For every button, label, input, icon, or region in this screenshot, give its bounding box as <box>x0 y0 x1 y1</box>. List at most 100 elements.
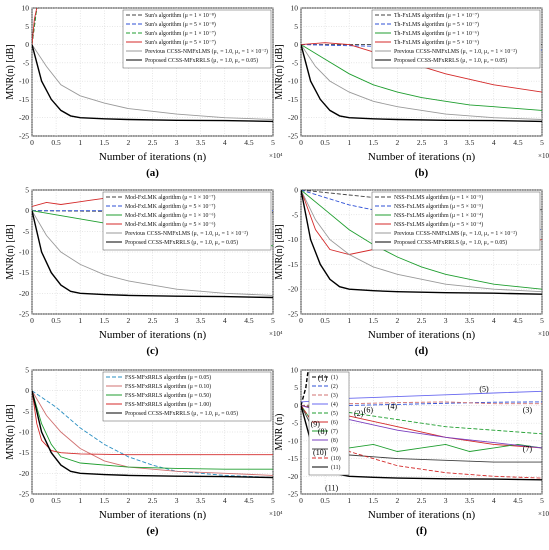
y-axis-label: MNR (n) <box>274 414 285 451</box>
panel-label: (d) <box>415 345 429 357</box>
legend-label: NSS-FxLMS algorithm (μ = 1 × 10⁻⁵) <box>394 194 483 201</box>
x-tick-label: 3.5 <box>196 496 206 505</box>
x-tick-label: 2 <box>127 316 131 325</box>
legend: Mod-FxLMK algorithm (μ = 1 × 10⁻⁷) Mod-Fx… <box>102 191 272 251</box>
x-tick-label: 1.5 <box>100 316 110 325</box>
legend-label: FSS-MFxRRLS algorithm (μ = 0.10) <box>125 383 211 390</box>
x-tick-label: 5 <box>271 138 275 147</box>
y-tick-label: -25 <box>288 310 298 319</box>
y-tick-label: 0 <box>294 40 298 49</box>
legend-label: (11) <box>331 464 341 471</box>
x-tick-label: 2.5 <box>148 138 158 147</box>
series-line-4 <box>32 390 273 456</box>
legend-label: (7) <box>331 428 338 435</box>
y-tick-label: 0 <box>25 40 29 49</box>
legend-label: Mod-FxLMK algorithm (μ = 5 × 10⁻⁷) <box>125 203 215 210</box>
x-tick-label: 1 <box>78 316 82 325</box>
legend-box <box>371 191 541 251</box>
series-line-2 <box>301 401 542 406</box>
legend-label: (2) <box>331 383 338 390</box>
x-tick-label: 4.5 <box>513 316 523 325</box>
legend-label: FSS-MFxRRLS algorithm (μ = 0.50) <box>125 392 211 399</box>
annotation-label: (2) <box>354 409 364 418</box>
legend-label: NSS-FxLMS algorithm (μ = 5 × 10⁻⁵) <box>394 203 483 210</box>
legend-label: (4) <box>331 401 338 408</box>
y-axis-label: MNR(n) [dB] <box>5 224 16 279</box>
chart-panel-4: 0 0.5 1 1.5 2 2.5 3 3.5 4 4.5 5 -25 -20 -15 -10 -5 0 ×10⁴… <box>274 186 549 358</box>
legend-label: FSS-MFxRRLS algorithm (μ = 1.00) <box>125 401 211 408</box>
y-axis-label: MNR(n) [dB] <box>5 44 16 99</box>
y-tick-label: 0 <box>294 401 298 410</box>
panel-label: (b) <box>415 167 429 179</box>
x-tick-label: 1.5 <box>100 138 110 147</box>
x-tick-label: 2.5 <box>417 138 427 147</box>
x-tick-label: 0 <box>299 496 303 505</box>
series-line-2 <box>32 390 273 476</box>
legend-label: (1) <box>331 374 338 381</box>
x-tick-label: 3 <box>444 138 448 147</box>
legend-label: (3) <box>331 392 338 399</box>
x-tick-label: 3.5 <box>465 138 475 147</box>
y-tick-label: -25 <box>288 132 298 141</box>
y-tick-label: 0 <box>25 386 29 395</box>
x-tick-label: 5 <box>540 138 544 147</box>
y-tick-label: -5 <box>23 227 29 236</box>
y-tick-label: 0 <box>25 206 29 215</box>
y-tick-label: -5 <box>23 407 29 416</box>
y-tick-label: 5 <box>25 366 29 375</box>
legend-label: Mod-FxLMK algorithm (μ = 5 × 10⁻⁶) <box>125 221 215 228</box>
annotation-label: (5) <box>479 384 489 393</box>
x-tick-label: 0.5 <box>51 316 61 325</box>
y-tick-label: -10 <box>288 235 298 244</box>
series-line-6 <box>301 44 542 123</box>
x-tick-label: 4.5 <box>244 138 254 147</box>
x-tick-label: 3 <box>444 496 448 505</box>
x-tick-label: 3 <box>175 496 179 505</box>
y-tick-label: -15 <box>288 95 298 104</box>
x-axis-label: Number of iterations (n) <box>368 329 476 341</box>
y-tick-label: 10 <box>291 4 299 13</box>
legend-box <box>102 191 272 251</box>
x-tick-label: 3.5 <box>465 316 475 325</box>
x-tick-label: 4.5 <box>244 496 254 505</box>
x-tick-label: 3 <box>175 316 179 325</box>
y-tick-label: -25 <box>19 310 29 319</box>
legend: Sun's algorithm (μ = 1 × 10⁻⁸) Sun's algo… <box>122 9 272 69</box>
y-tick-label: -10 <box>19 248 29 257</box>
y-tick-label: -20 <box>19 469 29 478</box>
y-axis-label: MNR(n) [dB] <box>274 224 285 279</box>
series-line-6 <box>301 190 542 295</box>
x-tick-label: 1 <box>347 316 351 325</box>
legend-label: (5) <box>331 410 338 417</box>
x-tick-label: 3.5 <box>196 316 206 325</box>
legend-label: Proposed CCSS-MFxRRLS (μ₁ = 1.0, μ₂ = 0.… <box>394 239 507 246</box>
legend-label: Previous CCSS-NMFxLMS (μ₁ = 1.0, μ₂ = 1 … <box>145 48 268 55</box>
legend-label: (10) <box>331 455 341 462</box>
x-tick-label: 1.5 <box>369 138 379 147</box>
legend-box <box>371 9 541 69</box>
x-tick-label: 4 <box>223 316 227 325</box>
y-tick-label: -25 <box>19 132 29 141</box>
legend-label: Sun's algorithm (μ = 1 × 10⁻⁸) <box>145 12 216 19</box>
x-tick-label: 0.5 <box>320 138 330 147</box>
x-tick-label: 1.5 <box>369 316 379 325</box>
x-tick-label: 5 <box>271 496 275 505</box>
x-tick-label: 0 <box>30 496 34 505</box>
annotation-label: (4) <box>388 402 398 411</box>
x-axis-label: Number of iterations (n) <box>99 509 207 521</box>
panel-label: (e) <box>146 525 159 537</box>
x-tick-label: 0 <box>299 138 303 147</box>
y-tick-label: -5 <box>292 419 298 428</box>
chart-panel-5: 0 0.5 1 1.5 2 2.5 3 3.5 4 4.5 5 -25 -20 -15 -10 -5 0 5 ×10… <box>5 366 283 538</box>
chart-panel-2: 0 0.5 1 1.5 2 2.5 3 3.5 4 4.5 5 -25 -20 -15 -10 -5 0 5 10 ×… <box>274 4 549 180</box>
x-tick-label: 3.5 <box>465 496 475 505</box>
y-tick-label: -5 <box>292 58 298 67</box>
series-line-5 <box>32 44 273 120</box>
series-line-6 <box>32 44 273 123</box>
x-tick-label: 1.5 <box>369 496 379 505</box>
y-axis-label: MNR(n) [dB] <box>274 44 285 99</box>
x-multiplier: ×10⁴ <box>538 330 549 338</box>
series-line-5 <box>32 210 273 296</box>
y-axis-label: MNR(n) [dB] <box>5 404 16 459</box>
